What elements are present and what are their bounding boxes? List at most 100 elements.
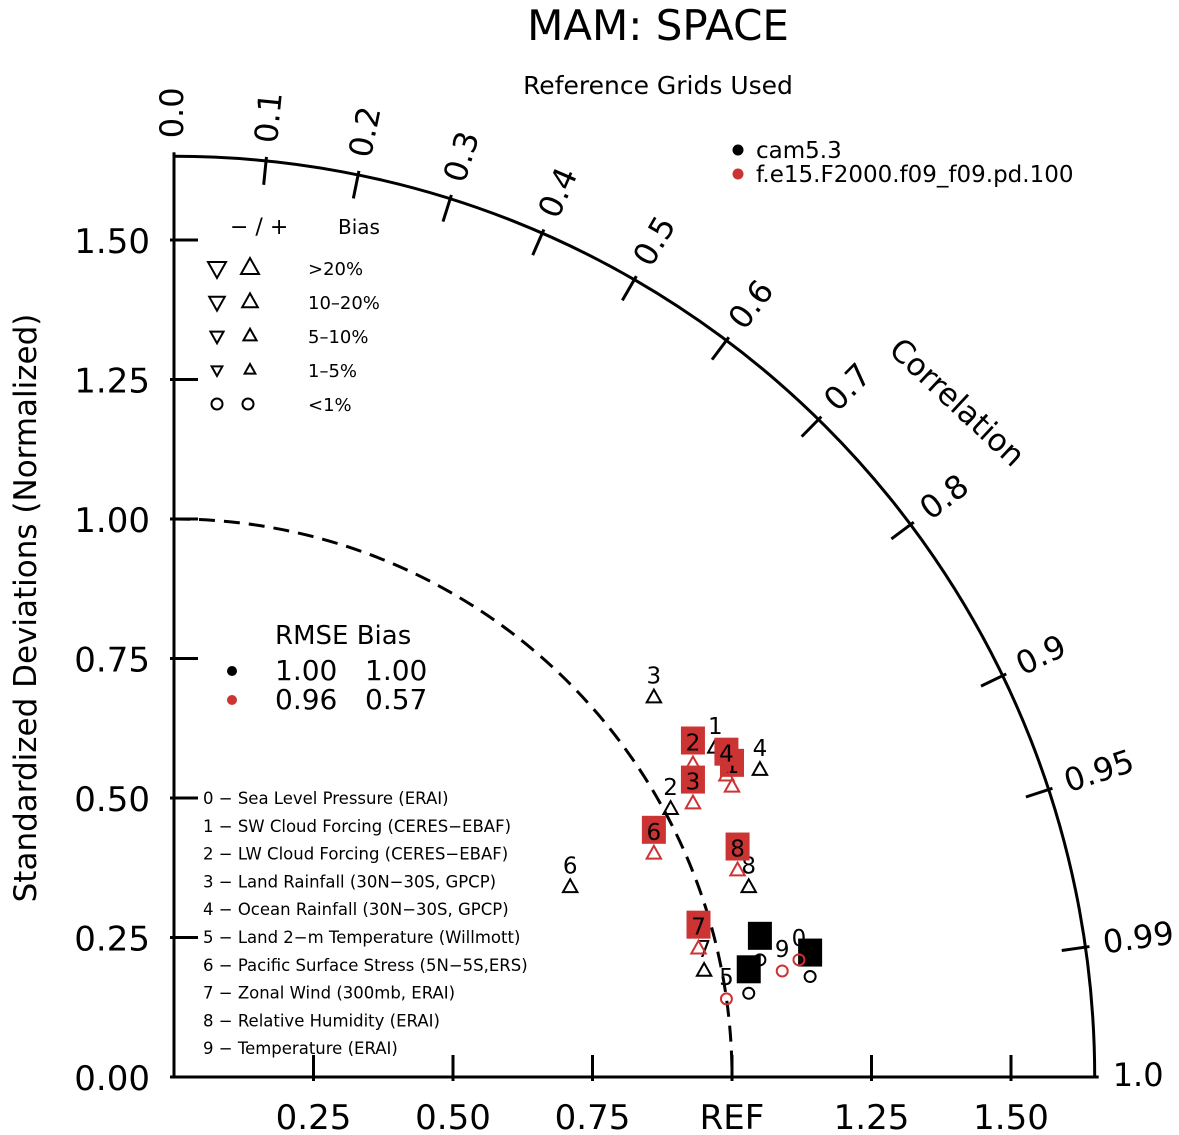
variable-legend-item: 2 − LW Cloud Forcing (CERES−EBAF) — [203, 845, 508, 864]
correlation-tick-label: 0.7 — [816, 356, 879, 419]
legend-swatch — [732, 168, 744, 180]
variable-legend-item: 9 − Temperature (ERAI) — [203, 1039, 398, 1058]
variable-legend-item: 4 − Ocean Rainfall (30N−30S, GPCP) — [203, 900, 509, 919]
bias-up-marker — [240, 291, 260, 309]
point-label: 0 — [792, 926, 807, 952]
point-marker — [561, 877, 580, 894]
axes-frame: 0.000.250.500.751.001.251.500.25 0.50 0.75… — [74, 87, 1176, 1135]
point-label: 5 — [741, 959, 756, 985]
point-label: 2 — [686, 731, 701, 757]
point-marker — [684, 793, 702, 810]
legends: cam5.3f.e15.F2000.f09_f09.pd.100 − / + Bia… — [203, 138, 1074, 1058]
bias-up-marker — [241, 397, 255, 411]
point-label: 3 — [647, 664, 662, 690]
point-marker — [723, 776, 741, 793]
correlation-tick-label: 0.2 — [341, 103, 388, 160]
point-marker — [775, 964, 789, 978]
correlation-tick — [441, 194, 453, 223]
data-point: 9 — [775, 937, 790, 978]
data-point: 4 — [714, 737, 739, 782]
correlation-tick-label: 0.9 — [1010, 627, 1072, 683]
x-tick-label: 0.25 — [276, 1098, 352, 1135]
data-point: 5 — [719, 965, 734, 1006]
score-bias: 0.57 — [365, 683, 427, 716]
point-label-box — [680, 726, 705, 755]
correlation-tick — [890, 520, 915, 541]
correlation-tick-label: 0.99 — [1100, 914, 1176, 962]
variable-legend-item: 7 − Zonal Wind (300mb, ERAI) — [203, 984, 455, 1003]
bias-up-marker — [242, 362, 258, 375]
correlation-label: Correlation — [882, 331, 1032, 474]
bias-legend-row-label: 10–20% — [308, 293, 380, 314]
bias-down-marker — [210, 397, 224, 411]
legend-swatch — [732, 144, 744, 156]
x-tick-label: 0.50 — [415, 1098, 491, 1135]
point-marker — [792, 953, 806, 967]
point-marker — [689, 938, 708, 955]
point-label: 4 — [753, 736, 768, 762]
bias-legend-row-label: >20% — [308, 259, 363, 280]
correlation-tick-label: 0.95 — [1059, 742, 1139, 800]
point-label: 2 — [663, 775, 678, 801]
point-label-box — [714, 737, 739, 766]
correlation-tick-label: 0.4 — [530, 162, 585, 224]
correlation-tick — [351, 170, 361, 199]
correlation-tick — [531, 228, 546, 256]
reference-arc — [173, 517, 734, 1078]
chart-subtitle: Reference Grids Used — [523, 71, 793, 100]
data-point: 3 — [680, 765, 705, 810]
y-tick-label: 0.25 — [74, 920, 150, 960]
correlation-tick — [621, 275, 638, 302]
point-label: 0 — [753, 926, 768, 952]
variable-legend-item: 0 − Sea Level Pressure (ERAI) — [203, 789, 449, 808]
data-point: 7 — [686, 910, 711, 955]
legend-label: f.e15.F2000.f09_f09.pd.100 — [756, 162, 1074, 188]
point-marker — [739, 877, 758, 894]
correlation-tick — [980, 672, 1007, 688]
y-tick-label: 1.50 — [74, 222, 150, 262]
correlation-tick — [710, 336, 731, 361]
point-marker — [661, 799, 680, 815]
x-tick-label: 1.25 — [834, 1098, 910, 1135]
score-table-header: RMSE Bias — [275, 621, 411, 651]
point-label: 5 — [719, 965, 734, 991]
point-marker — [719, 992, 733, 1006]
x-tick-label: 1.50 — [973, 1098, 1049, 1135]
bias-legend-symbols: − / + — [230, 215, 288, 240]
point-label-box — [798, 938, 823, 967]
score-rmse: 0.96 — [275, 683, 337, 716]
bias-up-marker — [239, 255, 261, 275]
bias-down-marker — [206, 261, 228, 281]
data-point: 0 — [792, 926, 807, 967]
point-marker — [644, 687, 663, 704]
score-swatch — [227, 695, 237, 705]
point-label: 8 — [730, 837, 745, 863]
point-label: 3 — [686, 770, 701, 796]
point-marker — [803, 970, 817, 984]
y-tick-label: 0.75 — [74, 641, 150, 681]
y-tick-label: 1.00 — [74, 501, 150, 541]
correlation-tick — [262, 156, 268, 185]
bias-down-marker — [208, 330, 226, 346]
legend-label: cam5.3 — [756, 138, 842, 164]
point-label-box — [686, 910, 711, 939]
bias-up-marker — [241, 326, 259, 342]
y-axis-label: Standardized Deviations (Normalized) — [8, 314, 44, 903]
y-tick-label: 0.00 — [74, 1059, 150, 1099]
point-label-box — [736, 955, 761, 984]
data-point: 0 — [747, 921, 772, 967]
correlation-tick — [1061, 945, 1090, 952]
correlation-tick — [800, 415, 823, 438]
bias-legend-title: Bias — [338, 215, 380, 239]
data-point: 5 — [736, 955, 761, 1000]
point-marker — [644, 843, 663, 860]
point-label: 7 — [691, 915, 706, 941]
outer-arc — [173, 154, 1097, 1078]
x-tick-label: 0.75 — [555, 1098, 631, 1135]
data-point: 2 — [680, 726, 705, 771]
correlation-tick-label: 0.0 — [153, 87, 191, 138]
y-tick-label: 1.25 — [74, 362, 150, 402]
correlation-tick-label: 0.8 — [912, 466, 976, 527]
point-label-box — [725, 832, 750, 861]
